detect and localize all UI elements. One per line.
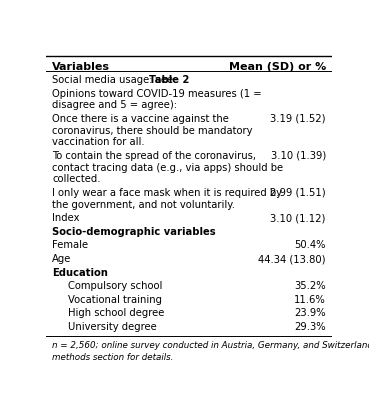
Text: 23.9%: 23.9% [294,308,326,318]
Text: University degree: University degree [68,322,157,332]
Text: Index: Index [52,213,80,223]
Text: contact tracing data (e.g., via apps) should be: contact tracing data (e.g., via apps) sh… [52,163,283,173]
Text: the government, and not voluntarily.: the government, and not voluntarily. [52,200,235,210]
Text: disagree and 5 = agree):: disagree and 5 = agree): [52,100,177,110]
Text: High school degree: High school degree [68,308,165,318]
Text: Table 2: Table 2 [149,75,189,85]
Text: Age: Age [52,254,72,264]
Text: Once there is a vaccine against the: Once there is a vaccine against the [52,114,229,124]
Text: Compulsory school: Compulsory school [68,281,162,291]
Text: Opinions toward COVID-19 measures (1 =: Opinions toward COVID-19 measures (1 = [52,89,262,99]
Text: I only wear a face mask when it is required by: I only wear a face mask when it is requi… [52,188,282,198]
Text: 11.6%: 11.6% [294,295,326,305]
Text: 3.10 (1.12): 3.10 (1.12) [270,213,326,223]
Text: Vocational training: Vocational training [68,295,162,305]
Text: 2.99 (1.51): 2.99 (1.51) [270,188,326,198]
Text: 50.4%: 50.4% [294,241,326,251]
Text: vaccination for all.: vaccination for all. [52,138,145,147]
Text: Socio-demographic variables: Socio-demographic variables [52,227,216,237]
Text: 44.34 (13.80): 44.34 (13.80) [258,254,326,264]
Text: 35.2%: 35.2% [294,281,326,291]
Text: Mean (SD) or %: Mean (SD) or % [228,62,326,72]
Text: Social media usage: see: Social media usage: see [52,75,177,85]
Text: n = 2,560; online survey conducted in Austria, Germany, and Switzerland in 2020.: n = 2,560; online survey conducted in Au… [52,341,369,362]
Text: Female: Female [52,241,89,251]
Text: 3.10 (1.39): 3.10 (1.39) [270,151,326,161]
Text: coronavirus, there should be mandatory: coronavirus, there should be mandatory [52,126,253,136]
Text: collected.: collected. [52,174,101,184]
Text: Education: Education [52,267,108,277]
Text: To contain the spread of the coronavirus,: To contain the spread of the coronavirus… [52,151,256,161]
Text: 3.19 (1.52): 3.19 (1.52) [270,114,326,124]
Text: 29.3%: 29.3% [294,322,326,332]
Text: Variables: Variables [52,62,110,72]
